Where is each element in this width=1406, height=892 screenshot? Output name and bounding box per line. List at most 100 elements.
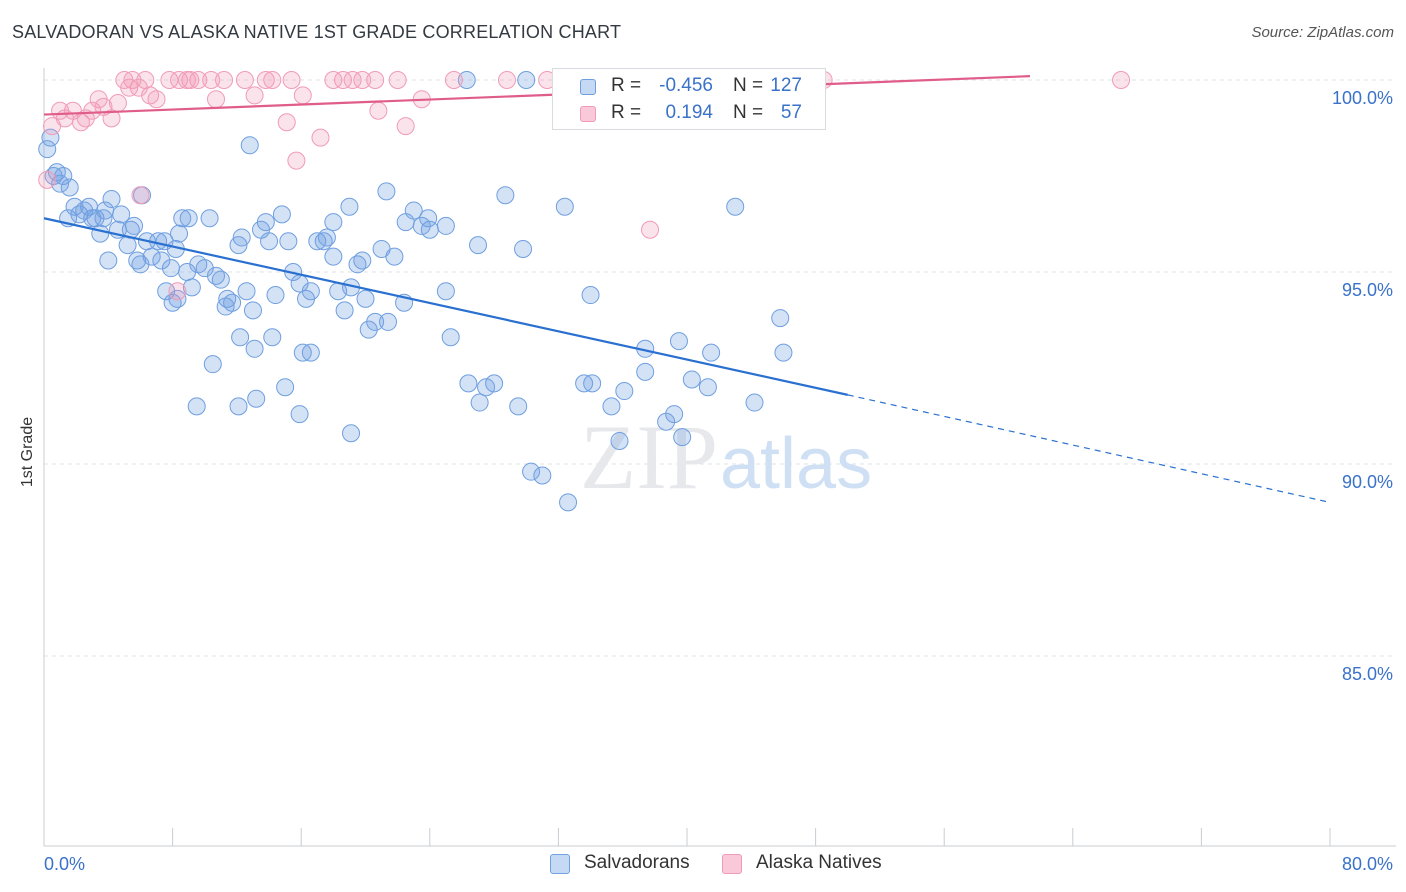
alaska-native-point: [147, 90, 166, 109]
salvadorans-trend-line: [43, 217, 848, 396]
salvadoran-point: [301, 343, 320, 362]
alaska-native-point: [396, 117, 415, 136]
alaska-native-point: [388, 71, 407, 89]
salvadoran-point: [665, 405, 684, 424]
salvadoran-point: [379, 312, 398, 331]
salvadoran-point: [602, 397, 621, 416]
r-value: 0.194: [665, 102, 713, 123]
x-tick-label: 0.0%: [44, 854, 85, 874]
alaska-native-point: [168, 282, 187, 301]
salvadoran-point: [256, 213, 275, 232]
salvadoran-point: [636, 362, 655, 381]
correlation-legend: R = -0.456 N = 127 R = 0.194 N = 57: [552, 68, 826, 130]
salvadoran-point: [243, 301, 262, 320]
alaska-native-point: [263, 71, 282, 89]
alaska-native-point: [38, 170, 57, 189]
salvadorans-swatch: [550, 854, 570, 874]
alaska-native-point: [1112, 71, 1131, 89]
salvadoran-point: [533, 466, 552, 485]
alaska-native-point: [215, 71, 234, 89]
salvadoran-point: [211, 270, 230, 289]
salvadoran-point: [555, 197, 574, 216]
salvadoran-point: [726, 197, 745, 216]
salvadoran-point: [272, 205, 291, 224]
watermark-zip: ZIP: [580, 406, 718, 508]
n-value: 57: [780, 102, 802, 123]
alaska-native-point: [369, 101, 388, 120]
salvadoran-point: [353, 251, 372, 270]
gridlines: [44, 79, 1396, 657]
legend-row-salvadorans: R = -0.456 N = 127: [553, 73, 825, 101]
salvadoran-point: [324, 213, 343, 232]
salvadoran-point: [419, 209, 438, 228]
salvadoran-point: [99, 251, 118, 270]
y-tick-label: 100.0%: [1332, 88, 1393, 108]
salvadoran-point: [229, 397, 248, 416]
y-tick-label: 90.0%: [1342, 472, 1393, 492]
alaska-native-point: [189, 71, 208, 89]
salvadoran-point: [615, 382, 634, 401]
salvadoran-point: [559, 493, 578, 512]
alaska-native-point: [287, 151, 306, 170]
source-label: Source: ZipAtlas.com: [1251, 24, 1394, 41]
salvadoran-point: [232, 228, 251, 247]
salvadoran-point: [173, 209, 192, 228]
salvadoran-point: [771, 309, 790, 328]
x-tick-label: 80.0%: [1342, 854, 1393, 874]
salvadoran-point: [290, 405, 309, 424]
alaska-native-point: [333, 71, 352, 89]
salvadoran-point: [356, 289, 375, 308]
salvadoran-point: [125, 216, 144, 235]
salvadoran-point: [745, 393, 764, 412]
alaska-native-point: [235, 71, 254, 89]
salvadoran-point: [237, 282, 256, 301]
salvadorans-trend-extension: [847, 394, 1331, 503]
alaska-native-point: [293, 86, 312, 105]
salvadoran-point: [216, 297, 235, 316]
salvadoran-point: [240, 136, 259, 155]
legend-row-alaska-natives: R = 0.194 N = 57: [553, 100, 825, 128]
alaska-native-point: [207, 90, 226, 109]
salvadoran-point: [301, 282, 320, 301]
salvadoran-point: [335, 301, 354, 320]
salvadorans-swatch: [580, 79, 596, 95]
r-label: R =: [611, 102, 642, 123]
salvadoran-point: [179, 209, 198, 228]
alaska-native-point: [108, 94, 127, 113]
salvadoran-point: [155, 232, 174, 251]
n-value: 127: [770, 75, 802, 96]
salvadoran-point: [673, 428, 692, 447]
salvadoran-point: [308, 232, 327, 251]
salvadoran-point: [152, 251, 171, 270]
legend-label: Salvadorans: [584, 852, 690, 873]
salvadoran-point: [522, 462, 541, 481]
salvadoran-point: [200, 209, 219, 228]
salvadoran-point: [385, 247, 404, 266]
alaska-natives-swatch: [722, 854, 742, 874]
salvadoran-point: [279, 232, 298, 251]
alaska-native-point: [444, 71, 463, 89]
alaska-native-point: [641, 220, 660, 239]
alaska-native-point: [83, 101, 102, 120]
alaska-native-point: [324, 71, 343, 89]
salvadorans-points: [38, 71, 793, 512]
salvadoran-point: [441, 328, 460, 347]
y-tick-label: 85.0%: [1342, 664, 1393, 684]
salvadoran-point: [517, 71, 536, 89]
alaska-native-point: [102, 109, 121, 128]
trend-lines: [43, 75, 1331, 503]
salvadoran-point: [168, 289, 187, 308]
salvadoran-point: [610, 431, 629, 450]
salvadoran-point: [583, 374, 602, 393]
salvadoran-point: [436, 282, 455, 301]
salvadoran-point: [496, 186, 515, 205]
alaska-native-point: [353, 71, 372, 89]
salvadoran-point: [377, 182, 396, 201]
salvadoran-point: [260, 232, 279, 251]
alaska-native-point: [136, 71, 155, 89]
r-label: R =: [611, 75, 642, 96]
salvadoran-point: [182, 278, 201, 297]
y-tick-label: 95.0%: [1342, 280, 1393, 300]
salvadoran-point: [702, 343, 721, 362]
salvadoran-point: [509, 397, 528, 416]
